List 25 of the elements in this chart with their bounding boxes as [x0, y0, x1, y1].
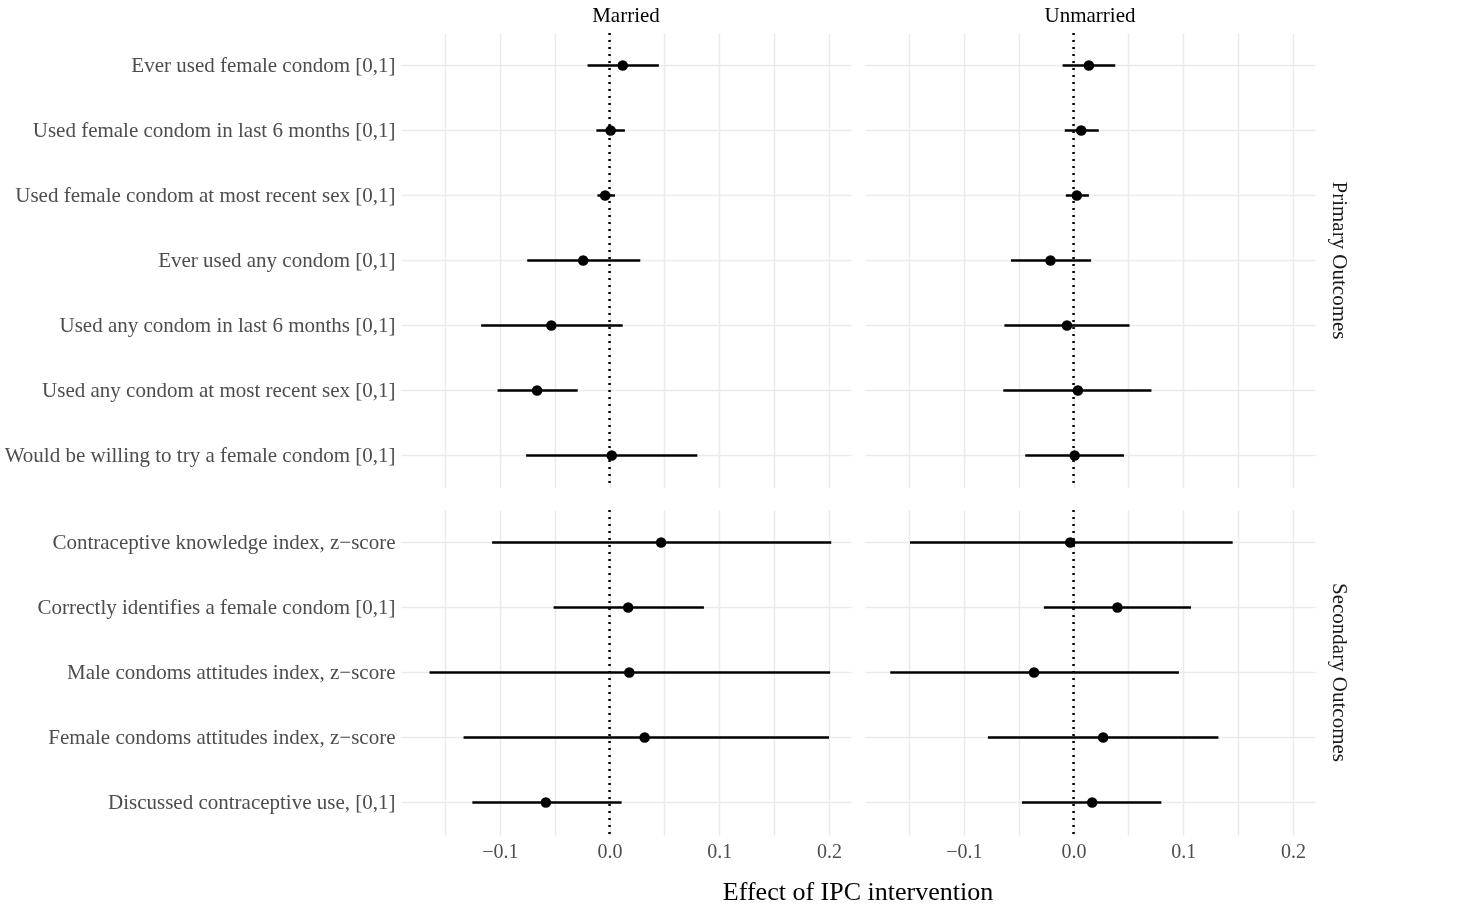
y-tick-label: Ever used any condom [0,1] — [158, 247, 396, 272]
y-tick-label: Would be willing to try a female condom [0,1] — [4, 442, 396, 467]
y2-axis-title: Secondary Outcomes — [1328, 582, 1352, 763]
y-tick-label: Female condoms attitudes index, z−score — [48, 724, 396, 749]
y-tick-label: Used female condom in last 6 months [0,1] — [32, 117, 396, 142]
x-tick-label: 0.2 — [1281, 839, 1307, 862]
x-tick-label: 0.0 — [1061, 839, 1087, 862]
x-axis-title: Effect of IPC intervention — [722, 877, 994, 906]
y-tick-label: Male condoms attitudes index, z−score — [66, 659, 396, 684]
y-tick-label: Used female condom at most recent sex [0,1] — [15, 182, 396, 207]
y-tick-label: Correctly identifies a female condom [0,1] — [37, 594, 396, 619]
x-tick-label: −0.1 — [482, 839, 519, 862]
x-tick-label: 0.1 — [1171, 839, 1197, 862]
x-tick-label: 0.1 — [707, 839, 733, 862]
chart-title: Married — [592, 2, 661, 27]
chart-title: Unmarried — [1044, 2, 1136, 27]
y-tick-label: Used any condom in last 6 months [0,1] — [59, 312, 396, 337]
x-tick-label: 0.0 — [597, 839, 623, 862]
y2-axis-title: Primary Outcomes — [1328, 181, 1352, 340]
y-tick-label: Used any condom at most recent sex [0,1] — [42, 377, 396, 402]
x-tick-label: 0.2 — [817, 839, 843, 862]
x-tick-label: −0.1 — [946, 839, 983, 862]
y-tick-label: Ever used female condom [0,1] — [131, 52, 396, 77]
y-tick-label: Contraceptive knowledge index, z−score — [52, 529, 396, 554]
y-tick-label: Discussed contraceptive use, [0,1] — [108, 789, 396, 814]
